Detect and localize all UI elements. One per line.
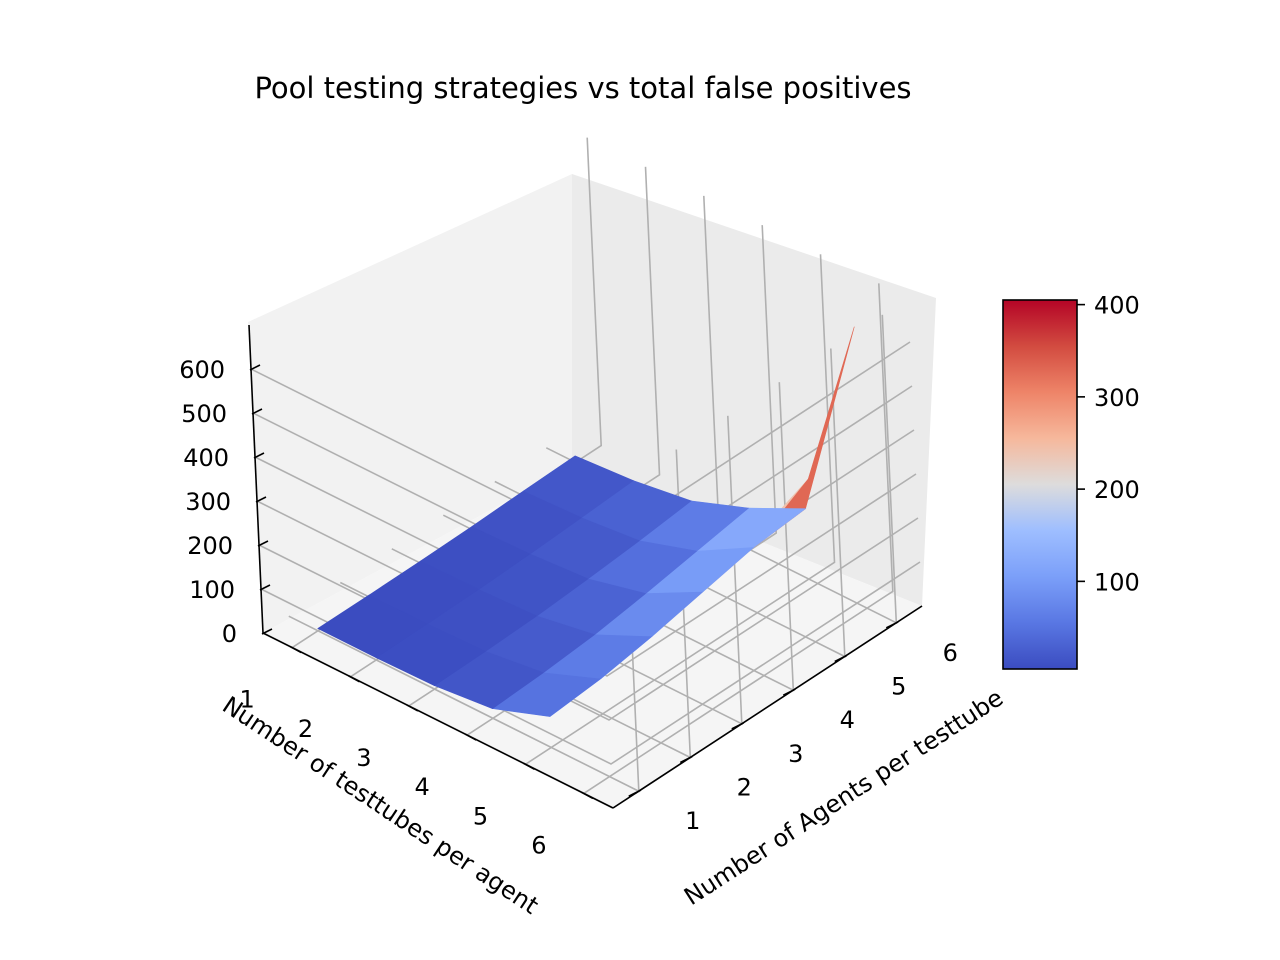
x-tick-label: 3 [788, 740, 803, 768]
back-left-pane [248, 174, 572, 633]
x-tick-mark [834, 654, 848, 663]
z-tick-mark [257, 540, 269, 547]
z-tick-label: 500 [181, 400, 227, 428]
z-tick-label: 200 [187, 532, 233, 560]
x-gridline-5 [525, 254, 836, 765]
x-tick-label: 1 [685, 807, 700, 835]
y-tick-mark [289, 645, 302, 654]
axis-lines [248, 324, 923, 809]
z-tick-label: 300 [185, 488, 231, 516]
y-axis-line [262, 632, 614, 809]
x-tick-mark [731, 722, 745, 730]
surface-plot [317, 326, 855, 717]
y-tick-mark [464, 733, 477, 741]
z-tick-label: 100 [189, 576, 235, 604]
y-tick-label: 5 [473, 802, 488, 830]
y-tick-label: 4 [415, 773, 430, 801]
chart-title: Pool testing strategies vs total false p… [254, 71, 911, 105]
z-tick-label: 0 [222, 620, 237, 648]
y-tick-label: 2 [298, 715, 313, 743]
z-tick-mark [261, 628, 273, 635]
z-tick-mark [255, 496, 267, 503]
colorbar-tick-label: 200 [1094, 476, 1140, 504]
z-tick-label: 600 [179, 356, 225, 384]
x-tick-label: 5 [891, 673, 906, 701]
x-tick-label: 6 [943, 639, 958, 667]
y-tick-mark [406, 704, 419, 712]
y-tick-label: 1 [240, 686, 255, 714]
z-axis-line [248, 324, 264, 634]
z-tick-mark [251, 408, 263, 415]
x-tick-label: 4 [840, 706, 855, 734]
y-tick-mark [348, 675, 360, 683]
colorbar-tick-label: 100 [1094, 568, 1140, 596]
x-tick-mark [782, 688, 796, 696]
x-axis-line [612, 605, 923, 809]
x-gridline-6 [583, 283, 894, 795]
x-tick-mark [885, 621, 899, 629]
z-tick-label: 400 [183, 444, 229, 472]
surface-cell-1-5 [523, 455, 634, 518]
z-gridline-4 [256, 473, 917, 677]
colorbar-tick-label: 300 [1094, 384, 1140, 412]
colorbar: 100 200 300 400 [1002, 292, 1140, 670]
x-tick-mark [628, 789, 642, 797]
tick-marks: 0 100 200 300 400 500 600 1 2 3 4 5 6 1 2 3 4 5 6 [179, 356, 958, 859]
y-tick-mark [523, 762, 535, 770]
y-tick-label: 6 [531, 831, 546, 859]
colorbar-gradient [1002, 299, 1078, 670]
z-tick-mark [249, 364, 261, 371]
colorbar-tick-label: 400 [1094, 292, 1140, 320]
x-tick-mark [679, 755, 693, 764]
y-tick-label: 3 [356, 744, 371, 772]
x-tick-label: 2 [737, 774, 752, 802]
z-tick-mark [259, 584, 271, 591]
y-tick-mark [581, 791, 594, 800]
z-tick-mark [253, 452, 265, 459]
